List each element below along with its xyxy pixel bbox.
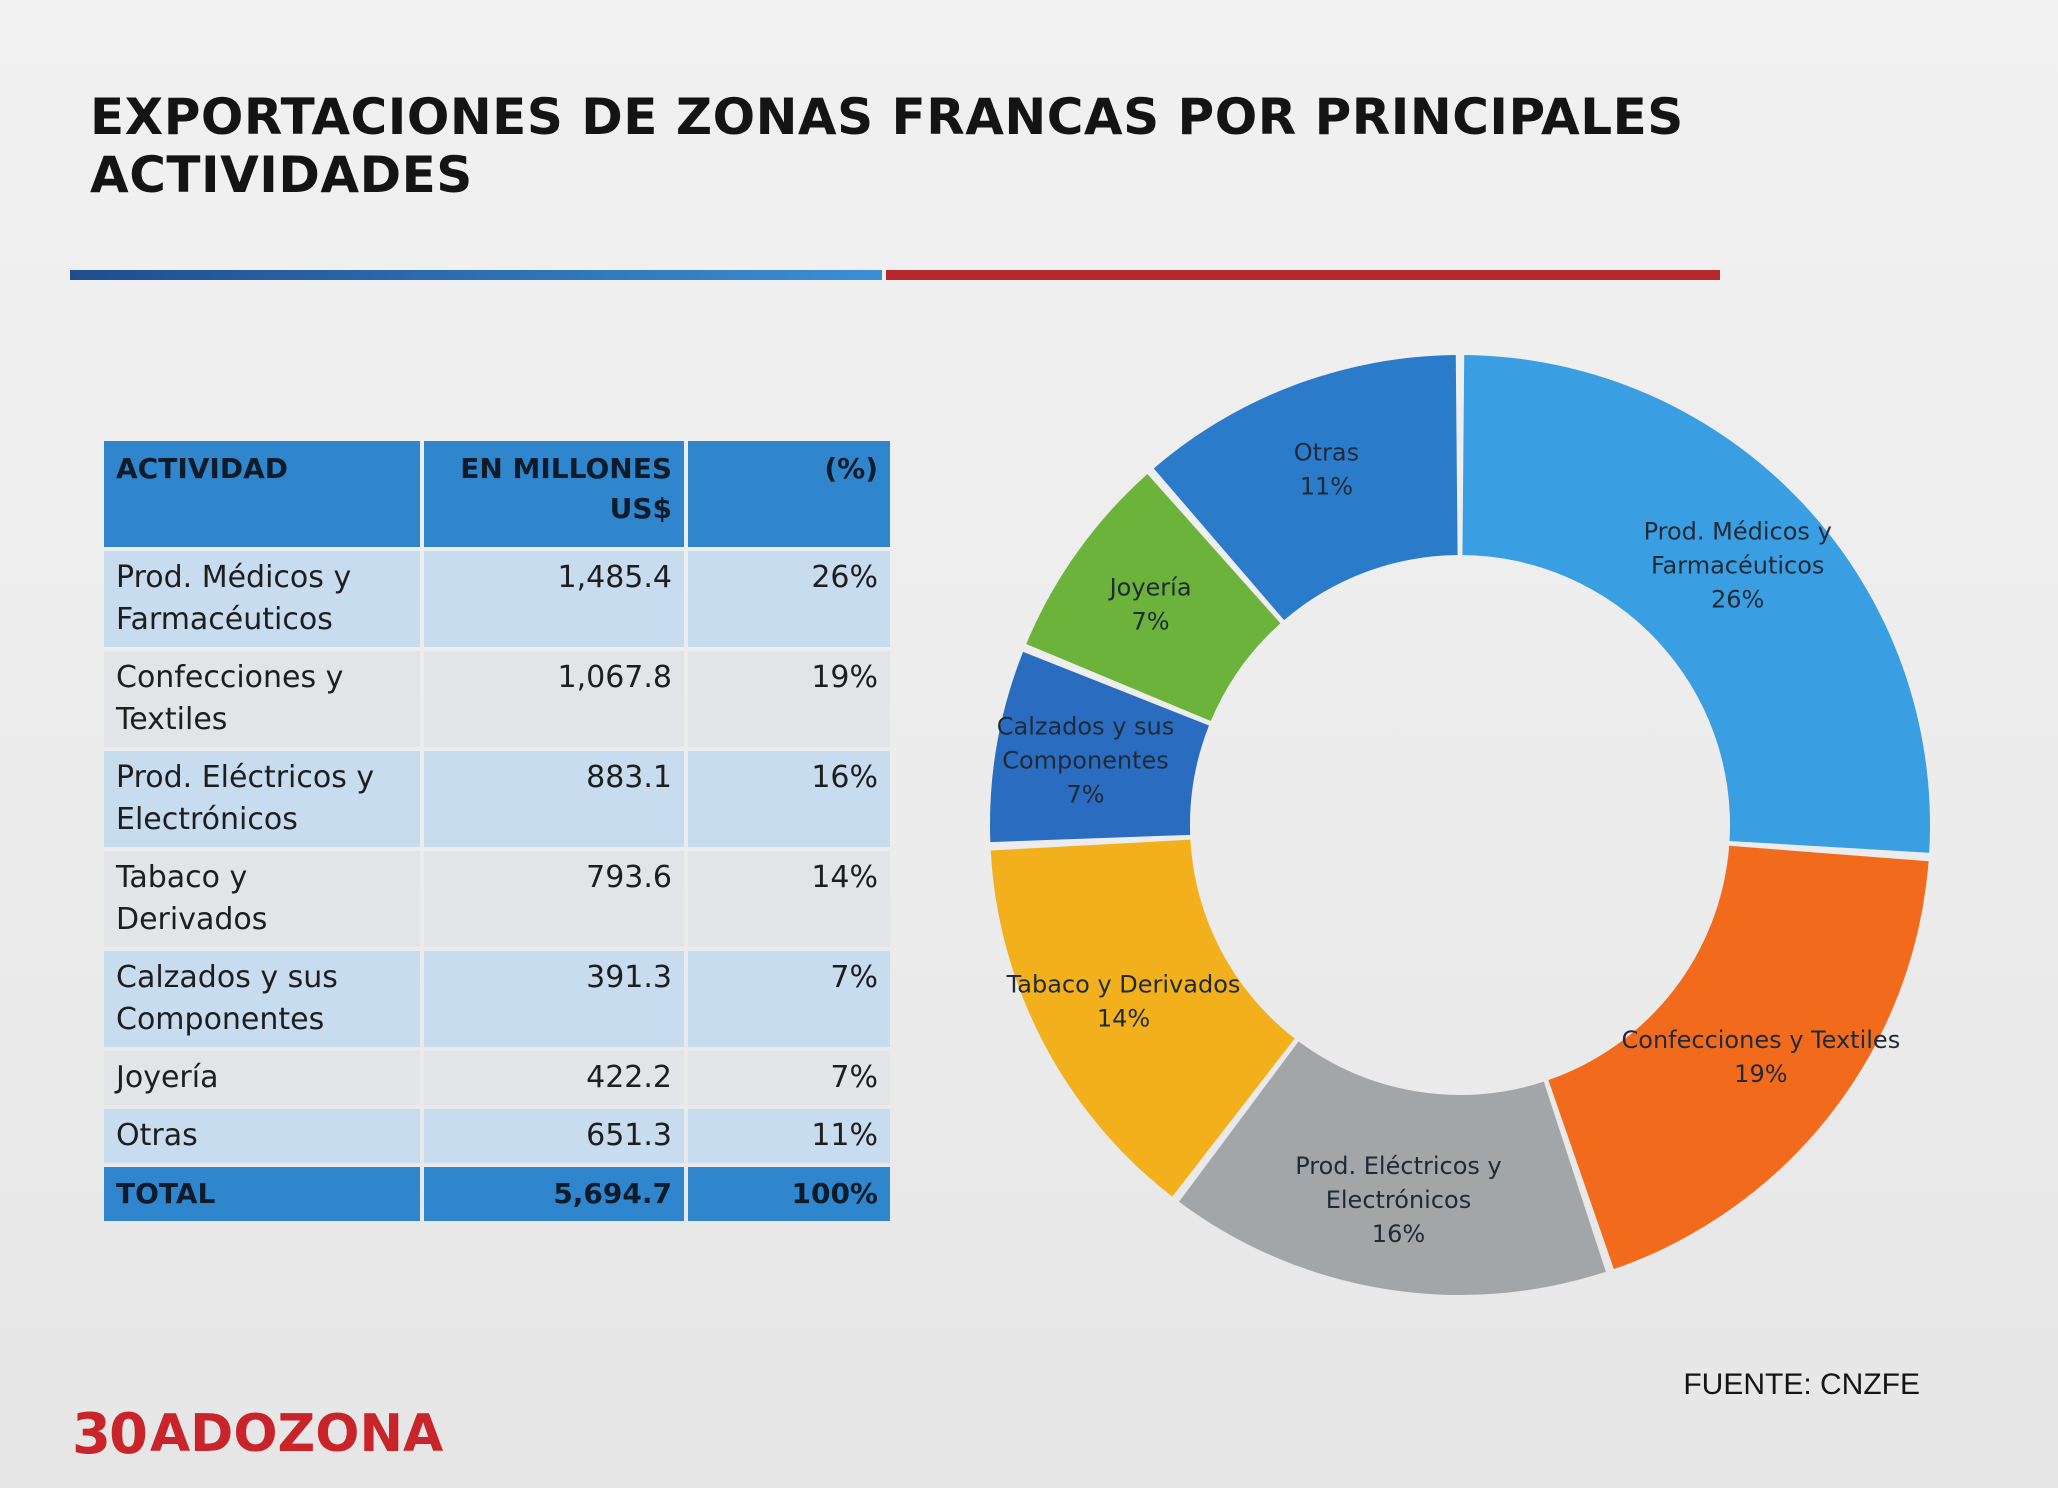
label-prod-electricos-y-electronicos: Prod. Eléctricos y Electrónicos 16% (1295, 1152, 1502, 1248)
row-activity: Confecciones y Textiles (104, 651, 420, 747)
label-otras: Otras 11% (1294, 438, 1359, 500)
slice-percent-label: 7% (1132, 607, 1170, 635)
slice-percent-label: 19% (1734, 1060, 1787, 1088)
adozona-logo: 30 ADOZONA (72, 1401, 444, 1467)
title-rule-red (886, 270, 1720, 280)
title-line-2: ACTIVIDADES (90, 146, 473, 204)
header-activity: ACTIVIDAD (104, 441, 420, 547)
slice-percent-label: 7% (1066, 781, 1104, 809)
label-calzados-y-sus-componentes: Calzados y sus Componentes 7% (997, 713, 1175, 809)
row-percent: 14% (688, 851, 890, 947)
row-amount: 651.3 (424, 1109, 684, 1163)
slice-name-label: Otras (1294, 438, 1359, 466)
title-line-1: EXPORTACIONES DE ZONAS FRANCAS POR PRINC… (90, 88, 1684, 146)
slice-name-label: Calzados y sus (997, 713, 1175, 741)
slice-joyeria (1026, 474, 1281, 722)
row-amount: 793.6 (424, 851, 684, 947)
row-amount: 1,485.4 (424, 551, 684, 647)
label-tabaco-y-derivados: Tabaco y Derivados 14% (1006, 971, 1241, 1033)
slice-percent-label: 26% (1711, 586, 1764, 614)
slice-confecciones-y-textiles (1548, 845, 1929, 1270)
table-row: Confecciones y Textiles 1,067.8 19% (104, 651, 890, 747)
row-activity: Joyería (104, 1051, 420, 1105)
label-confecciones-y-textiles: Confecciones y Textiles 19% (1622, 1026, 1901, 1088)
table-row: Joyería 422.2 7% (104, 1051, 890, 1105)
slice-name-label: Electrónicos (1326, 1186, 1472, 1214)
row-amount: 422.2 (424, 1051, 684, 1105)
table-total-row: TOTAL 5,694.7 100% (104, 1167, 890, 1221)
exports-donut-chart: Prod. Médicos y Farmacéuticos 26% Confeccio… (990, 355, 1930, 1295)
row-percent: 7% (688, 951, 890, 1047)
donut-slices (990, 355, 1930, 1295)
row-amount: 883.1 (424, 751, 684, 847)
table-header-row: ACTIVIDAD EN MILLONES US$ (%) (104, 441, 890, 547)
row-percent: 11% (688, 1109, 890, 1163)
slice-name-label: Tabaco y Derivados (1006, 971, 1241, 999)
slice-prod-electricos-y-electronicos (1179, 1041, 1606, 1295)
donut-labels: Prod. Médicos y Farmacéuticos 26% Confeccio… (997, 438, 1900, 1248)
row-activity: Tabaco y Derivados (104, 851, 420, 947)
header-amount: EN MILLONES US$ (424, 441, 684, 547)
row-percent: 16% (688, 751, 890, 847)
total-activity: TOTAL (104, 1167, 420, 1221)
slice-name-label: Prod. Eléctricos y (1295, 1152, 1502, 1180)
row-activity: Calzados y sus Componentes (104, 951, 420, 1047)
slice-name-label: Confecciones y Textiles (1622, 1026, 1901, 1054)
slice-percent-label: 11% (1300, 472, 1353, 500)
slice-calzados-y-sus-componentes (990, 651, 1209, 843)
row-activity: Prod. Médicos y Farmacéuticos (104, 551, 420, 647)
logo-number: 30 (72, 1401, 148, 1467)
slice-name-label: Farmacéuticos (1651, 552, 1824, 580)
slice-prod-medicos-y-farmaceuticos (1462, 355, 1930, 853)
source-note: FUENTE: CNZFE (1683, 1368, 1920, 1401)
slice-name-label: Componentes (1002, 747, 1169, 775)
slide-title: EXPORTACIONES DE ZONAS FRANCAS POR PRINC… (90, 88, 1790, 204)
row-amount: 391.3 (424, 951, 684, 1047)
slice-name-label: Joyería (1108, 573, 1192, 601)
title-rule-blue (70, 270, 882, 280)
total-percent: 100% (688, 1167, 890, 1221)
slice-name-label: Prod. Médicos y (1644, 518, 1832, 546)
table-row: Tabaco y Derivados 793.6 14% (104, 851, 890, 947)
slice-percent-label: 14% (1097, 1005, 1150, 1033)
slice-otras (1153, 355, 1458, 621)
table-row: Otras 651.3 11% (104, 1109, 890, 1163)
slice-tabaco-y-derivados (990, 839, 1295, 1197)
table-row: Calzados y sus Componentes 391.3 7% (104, 951, 890, 1047)
row-activity: Otras (104, 1109, 420, 1163)
slice-percent-label: 16% (1372, 1220, 1425, 1248)
logo-text: ADOZONA (149, 1404, 444, 1464)
table-row: Prod. Eléctricos y Electrónicos 883.1 16… (104, 751, 890, 847)
total-amount: 5,694.7 (424, 1167, 684, 1221)
table-row: Prod. Médicos y Farmacéuticos 1,485.4 26… (104, 551, 890, 647)
label-joyeria: Joyería 7% (1108, 573, 1192, 635)
row-amount: 1,067.8 (424, 651, 684, 747)
exports-table: ACTIVIDAD EN MILLONES US$ (%) Prod. Médi… (100, 437, 894, 1225)
row-percent: 26% (688, 551, 890, 647)
row-percent: 19% (688, 651, 890, 747)
row-activity: Prod. Eléctricos y Electrónicos (104, 751, 420, 847)
label-prod-medicos-y-farmaceuticos: Prod. Médicos y Farmacéuticos 26% (1644, 518, 1832, 614)
row-percent: 7% (688, 1051, 890, 1105)
header-percent: (%) (688, 441, 890, 547)
